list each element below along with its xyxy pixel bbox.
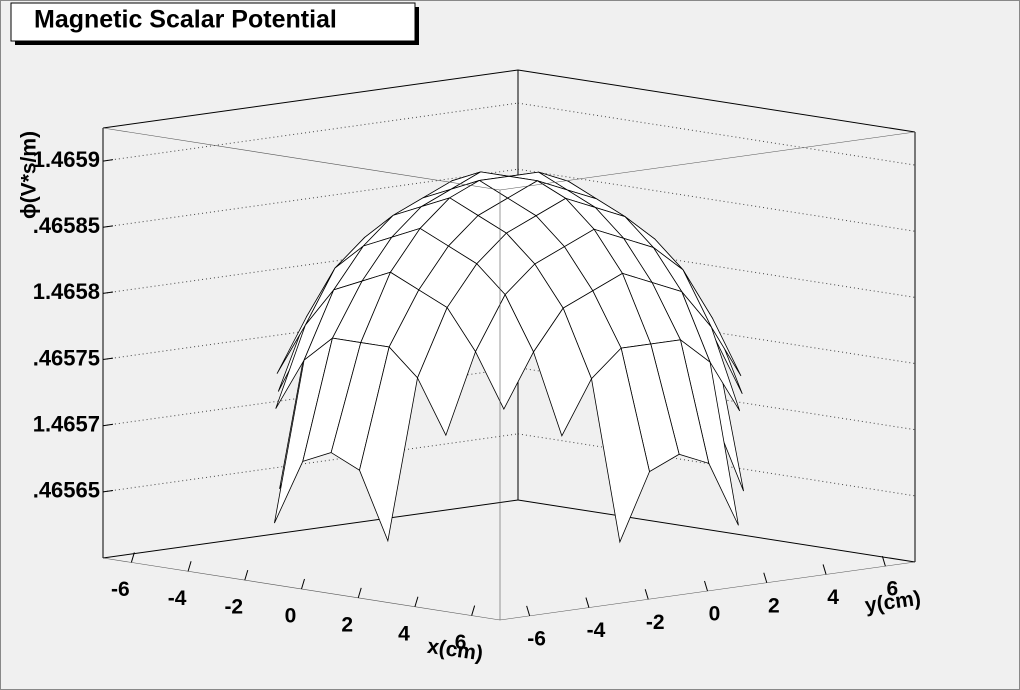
x-tick — [187, 561, 192, 572]
grid-line — [517, 234, 916, 298]
y-tick — [763, 572, 768, 583]
chart-title: Magnetic Scalar Potential — [34, 6, 337, 34]
y-tick — [585, 597, 590, 608]
z-tick-label: 1.4658 — [33, 279, 100, 304]
x-tick — [414, 596, 419, 607]
z-tick — [102, 423, 114, 427]
x-tick-label: -2 — [224, 596, 243, 619]
x-tick — [357, 587, 362, 599]
x-tick — [130, 552, 135, 563]
box-edge — [517, 499, 916, 563]
x-tick-label: 0 — [285, 605, 297, 628]
box-edge — [102, 499, 519, 559]
x-tick — [301, 578, 305, 590]
axes-box: .46565 1.4657 .46575 1.4658 .46585 1.4659ϕ(V*… — [18, 69, 916, 563]
z-tick — [102, 159, 114, 162]
x-tick-label: 2 — [341, 613, 353, 636]
title-box — [10, 2, 416, 42]
x-tick-label: 6 — [455, 631, 467, 654]
y-tick-label: 0 — [709, 603, 721, 626]
y-tick-label: -6 — [527, 627, 546, 650]
y-tick-label: 2 — [768, 594, 780, 617]
z-axis-title: ϕ(V*s/m) — [18, 131, 41, 219]
surface — [274, 171, 744, 544]
x-tick-label: 4 — [398, 622, 410, 645]
y-tick-label: 4 — [827, 586, 839, 609]
z-tick-label: .46575 — [33, 345, 100, 370]
y-tick — [822, 564, 827, 575]
y-tick — [881, 555, 886, 567]
y-tick-label: 6 — [887, 578, 899, 601]
y-tick — [644, 589, 649, 600]
surface-cell — [591, 347, 650, 544]
box-edge — [517, 69, 916, 133]
grid-line — [517, 168, 916, 232]
box-edge — [102, 127, 501, 191]
z-tick — [102, 225, 114, 228]
x-tick-label: -6 — [111, 578, 130, 601]
axes-front: -6 -4 -2 0 2 4 6 -6 -4 -2 0 2 4 6x(cm)y(cm) — [102, 127, 922, 665]
z-tick-label: .46565 — [33, 478, 100, 503]
z-tick — [102, 489, 114, 493]
z-tick-label: 1.4657 — [33, 412, 100, 437]
y-tick — [526, 605, 531, 617]
z-tick-label: .46585 — [33, 213, 100, 238]
x-tick-label: -4 — [168, 587, 187, 610]
y-tick — [704, 580, 708, 592]
z-tick-label: 1.4659 — [33, 147, 100, 172]
grid-line — [517, 102, 916, 166]
box-edge — [102, 69, 519, 129]
z-tick — [102, 357, 114, 361]
x-tick — [244, 569, 249, 581]
z-tick — [102, 291, 114, 294]
x-tick — [471, 605, 476, 616]
box-edge — [499, 131, 916, 191]
y-tick-label: -4 — [587, 619, 606, 642]
y-tick-label: -2 — [646, 611, 665, 634]
